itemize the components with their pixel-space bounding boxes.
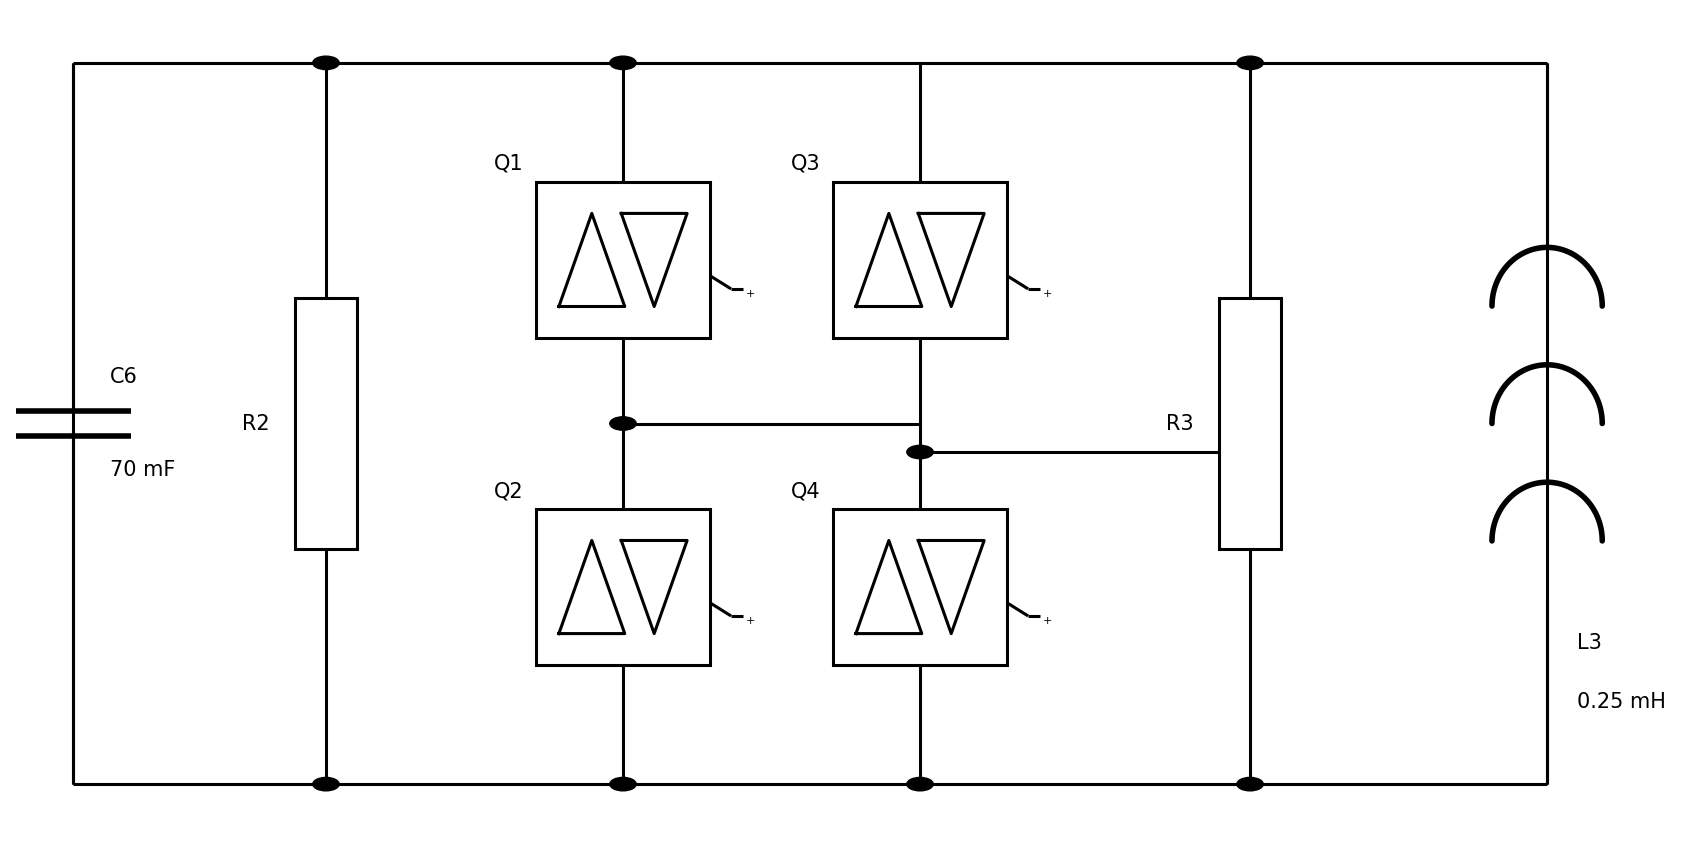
Circle shape <box>314 778 339 791</box>
Text: +: + <box>745 616 755 626</box>
Circle shape <box>610 56 636 69</box>
Bar <box>833 509 1007 665</box>
Circle shape <box>610 778 636 791</box>
Circle shape <box>907 778 934 791</box>
Text: Q1: Q1 <box>494 154 523 174</box>
Bar <box>536 509 710 665</box>
Text: 70 mF: 70 mF <box>110 460 175 479</box>
Text: Q2: Q2 <box>494 481 523 501</box>
Text: R3: R3 <box>1167 413 1194 434</box>
Text: Q3: Q3 <box>791 154 819 174</box>
Text: 0.25 mH: 0.25 mH <box>1576 692 1666 711</box>
Text: R2: R2 <box>243 413 270 434</box>
Bar <box>833 182 1007 338</box>
Circle shape <box>1238 778 1263 791</box>
Text: L3: L3 <box>1576 634 1602 653</box>
Bar <box>536 182 710 338</box>
Text: Q4: Q4 <box>791 481 819 501</box>
Circle shape <box>907 446 934 459</box>
Text: +: + <box>1044 616 1052 626</box>
Text: +: + <box>745 289 755 299</box>
Text: C6: C6 <box>110 368 138 387</box>
Circle shape <box>314 56 339 69</box>
Circle shape <box>1238 56 1263 69</box>
Text: +: + <box>1044 289 1052 299</box>
Circle shape <box>610 417 636 430</box>
Bar <box>295 297 357 550</box>
Bar <box>1219 297 1281 550</box>
